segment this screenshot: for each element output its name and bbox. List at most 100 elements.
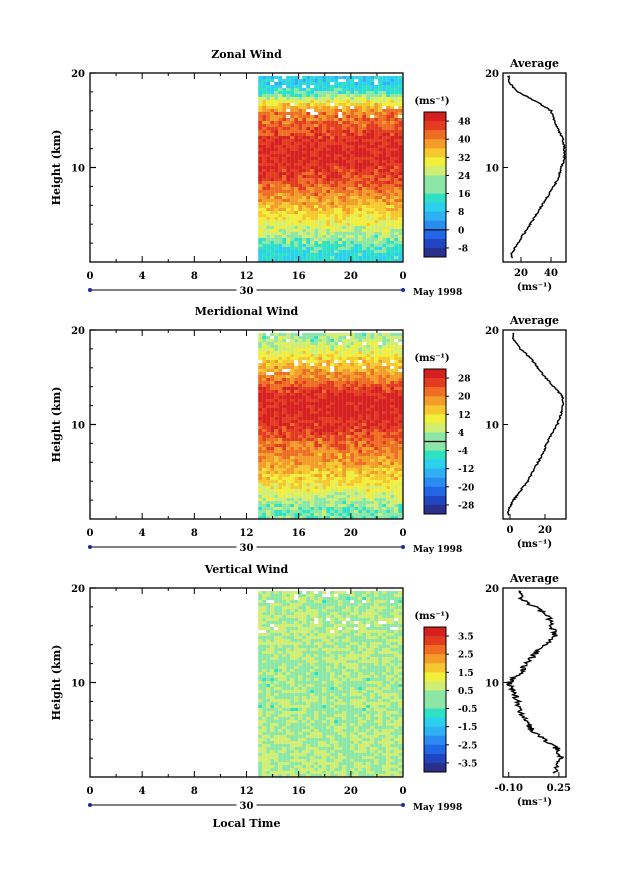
heatmap-cell (398, 232, 403, 235)
heatmap-cell (286, 130, 291, 133)
heatmap-cell (338, 432, 343, 435)
heatmap-cell (310, 438, 315, 441)
heatmap-cell (354, 375, 359, 378)
heatmap-cell (378, 498, 383, 501)
heatmap-cell (322, 387, 327, 390)
heatmap-cell (262, 88, 267, 91)
heatmap-cell (310, 208, 315, 211)
heatmap-cell (330, 208, 335, 211)
heatmap-cell (322, 513, 327, 516)
heatmap-cell (358, 139, 363, 142)
heatmap-cell (370, 345, 375, 348)
heatmap-cell (274, 477, 279, 480)
heatmap-cell (262, 513, 267, 516)
heatmap-cell (378, 109, 383, 112)
heatmap-cell (278, 109, 283, 112)
heatmap-cell (394, 121, 399, 124)
x-tick-label: 16 (292, 271, 306, 282)
heatmap-cell (286, 169, 291, 172)
colorbar-swatch (424, 112, 446, 122)
heatmap-cell (378, 223, 383, 226)
heatmap-cell (266, 91, 271, 94)
heatmap-cell (346, 447, 351, 450)
heatmap-cell (322, 450, 327, 453)
heatmap-cell (346, 450, 351, 453)
heatmap-cell (362, 432, 367, 435)
heatmap-cell (350, 103, 355, 106)
heatmap-cell (346, 220, 351, 223)
heatmap-cell (338, 130, 343, 133)
heatmap-cell (266, 429, 271, 432)
heatmap-cell (274, 414, 279, 417)
colorbar-tick-label: 40 (458, 136, 471, 146)
heatmap-cell (266, 220, 271, 223)
heatmap-cell (346, 169, 351, 172)
heatmap-cell (266, 516, 271, 519)
heatmap-cell (370, 462, 375, 465)
heatmap-cell (386, 106, 391, 109)
heatmap-cell (382, 97, 387, 100)
heatmap-cell (398, 429, 403, 432)
heatmap-cell (302, 151, 307, 154)
heatmap-cell (286, 163, 291, 166)
heatmap-cell (362, 151, 367, 154)
heatmap-cell (258, 597, 263, 600)
heatmap-cell (310, 223, 315, 226)
heatmap-cell (334, 501, 339, 504)
heatmap-cell (318, 181, 323, 184)
heatmap-cell (330, 600, 335, 603)
heatmap-cell (286, 384, 291, 387)
heatmap-cell (306, 217, 311, 220)
heatmap-cell (278, 124, 283, 127)
heatmap-cell (262, 402, 267, 405)
heatmap-cell (294, 112, 299, 115)
heatmap-cell (350, 82, 355, 85)
heatmap-cell (274, 459, 279, 462)
heatmap-cell (338, 166, 343, 169)
heatmap-cell (346, 489, 351, 492)
heatmap-cell (274, 591, 279, 594)
heatmap-cell (334, 495, 339, 498)
heatmap-cell (382, 115, 387, 118)
heatmap-cell (318, 211, 323, 214)
heatmap-cell (354, 232, 359, 235)
heatmap-cell (294, 501, 299, 504)
heatmap-cell (258, 405, 263, 408)
heatmap-cell (350, 597, 355, 600)
heatmap-cell (398, 507, 403, 510)
heatmap-cell (294, 214, 299, 217)
heatmap-cell (362, 333, 367, 336)
heatmap-cell (362, 175, 367, 178)
heatmap-cell (354, 387, 359, 390)
heatmap-cell (282, 211, 287, 214)
heatmap-cell (354, 417, 359, 420)
heatmap-cell (302, 196, 307, 199)
heatmap-cell (330, 618, 335, 621)
heatmap-cell (314, 609, 319, 612)
heatmap-cell (398, 145, 403, 148)
heatmap-cell (330, 124, 335, 127)
heatmap-cell (258, 492, 263, 495)
heatmap-cell (378, 447, 383, 450)
heatmap-cell (330, 411, 335, 414)
heatmap-cell (394, 441, 399, 444)
heatmap-cell (314, 232, 319, 235)
heatmap-cell (378, 184, 383, 187)
heatmap-cell (378, 256, 383, 259)
heatmap-cell (258, 378, 263, 381)
heatmap-cell (370, 381, 375, 384)
heatmap-cell (302, 369, 307, 372)
heatmap-cell (262, 399, 267, 402)
heatmap-cell (266, 85, 271, 88)
heatmap-cell (378, 618, 383, 621)
heatmap-cell (290, 507, 295, 510)
heatmap-cell (342, 468, 347, 471)
heatmap-cell (346, 354, 351, 357)
heatmap-cell (382, 336, 387, 339)
heatmap-cell (262, 450, 267, 453)
heatmap-cell (342, 211, 347, 214)
heatmap-cell (290, 136, 295, 139)
heatmap-cell (310, 127, 315, 130)
heatmap-cell (306, 420, 311, 423)
heatmap-cell (394, 390, 399, 393)
